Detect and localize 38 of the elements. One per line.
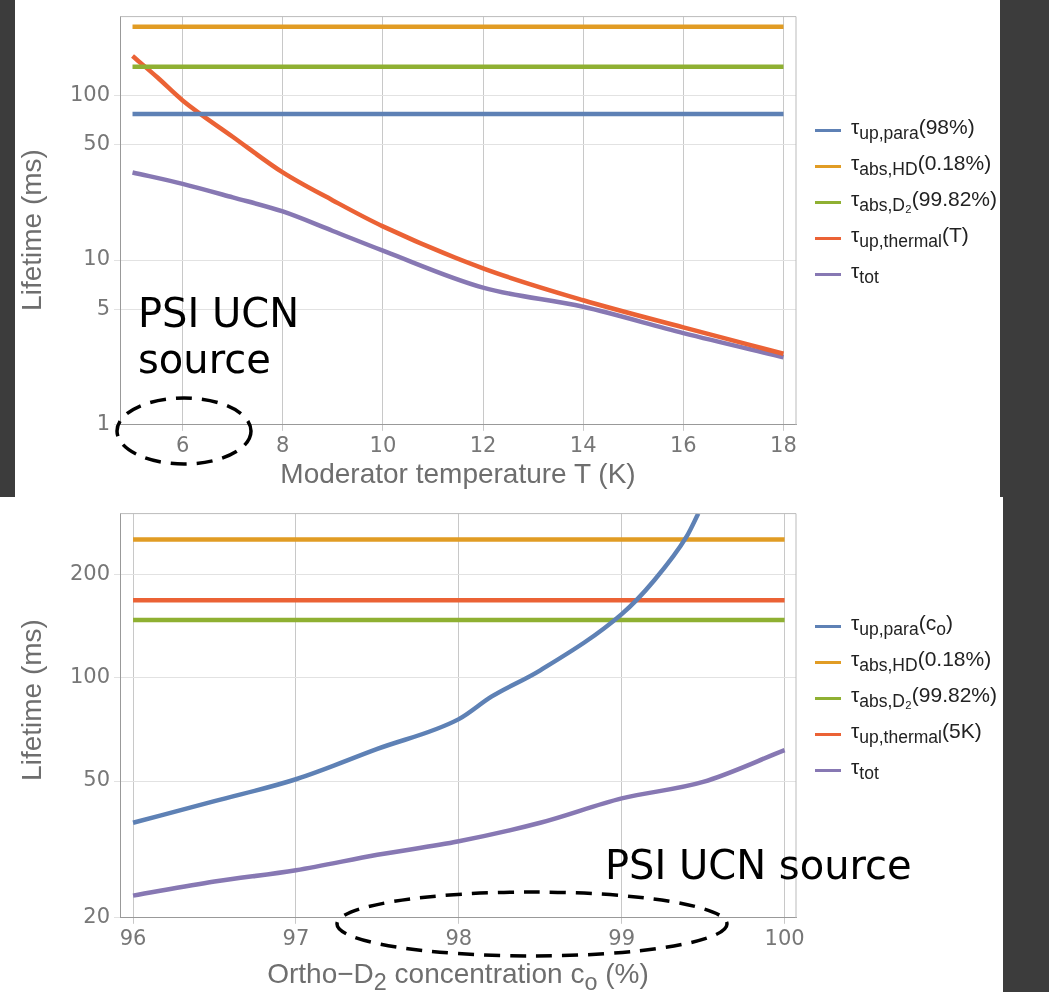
- x-tick-label: 12: [469, 432, 497, 457]
- x-tick-label: 14: [569, 432, 597, 457]
- y-tick-label: 50: [83, 131, 110, 156]
- legend-label: τ$_{tot}$: [851, 755, 879, 785]
- x-tick-label: 18: [770, 432, 797, 457]
- x-tick-label: 98: [445, 925, 473, 950]
- x-axis-title: Ortho−D$_{2}$ concentration c$_{o}$ (%): [266, 958, 650, 992]
- y-tick-label: 5: [96, 296, 110, 321]
- x-tick-label: 8: [276, 432, 290, 457]
- x-axis-title: Moderator temperature T (K): [279, 458, 637, 490]
- legend-label: τ$_{abs,D₂}$(99.82%): [851, 683, 998, 713]
- x-tick-label: 100: [764, 925, 805, 950]
- legend-label: τ$_{up,para}$(c$_{o}$): [851, 611, 953, 641]
- y-tick-label: 200: [69, 560, 110, 585]
- x-tick-label: 10: [369, 432, 397, 457]
- legend-label: τ$_{up,thermal}$(T): [851, 223, 969, 253]
- y-tick-label: 1: [96, 411, 110, 436]
- y-axis-title: Lifetime (ms): [15, 619, 48, 781]
- legend-label: τ$_{abs,HD}$(0.18%): [851, 647, 992, 677]
- annotation: PSI UCN source: [605, 842, 913, 888]
- annotation: PSI UCN source: [138, 290, 301, 382]
- y-axis-title: Lifetime (ms): [15, 149, 48, 311]
- x-tick-label: 99: [608, 925, 636, 950]
- y-tick-label: 20: [83, 904, 110, 929]
- legend-label: τ$_{abs,HD}$(0.18%): [851, 151, 992, 181]
- line-series: [130, 513, 701, 826]
- legend-label: τ$_{up,para}$(98%): [851, 115, 975, 145]
- x-tick-label: 6: [175, 432, 190, 457]
- x-tick-label: 16: [669, 432, 697, 457]
- legend-label: τ$_{tot}$: [851, 259, 879, 289]
- y-tick-label: 100: [69, 81, 110, 106]
- y-tick-label: 100: [69, 664, 110, 689]
- y-tick-label: 10: [83, 246, 110, 271]
- x-tick-label: 96: [119, 925, 147, 950]
- legend-label: τ$_{up,thermal}$(5K): [851, 719, 982, 749]
- x-tick-label: 97: [282, 925, 310, 950]
- legend-label: τ$_{abs,D₂}$(99.82%): [851, 187, 998, 217]
- y-tick-label: 50: [83, 767, 110, 792]
